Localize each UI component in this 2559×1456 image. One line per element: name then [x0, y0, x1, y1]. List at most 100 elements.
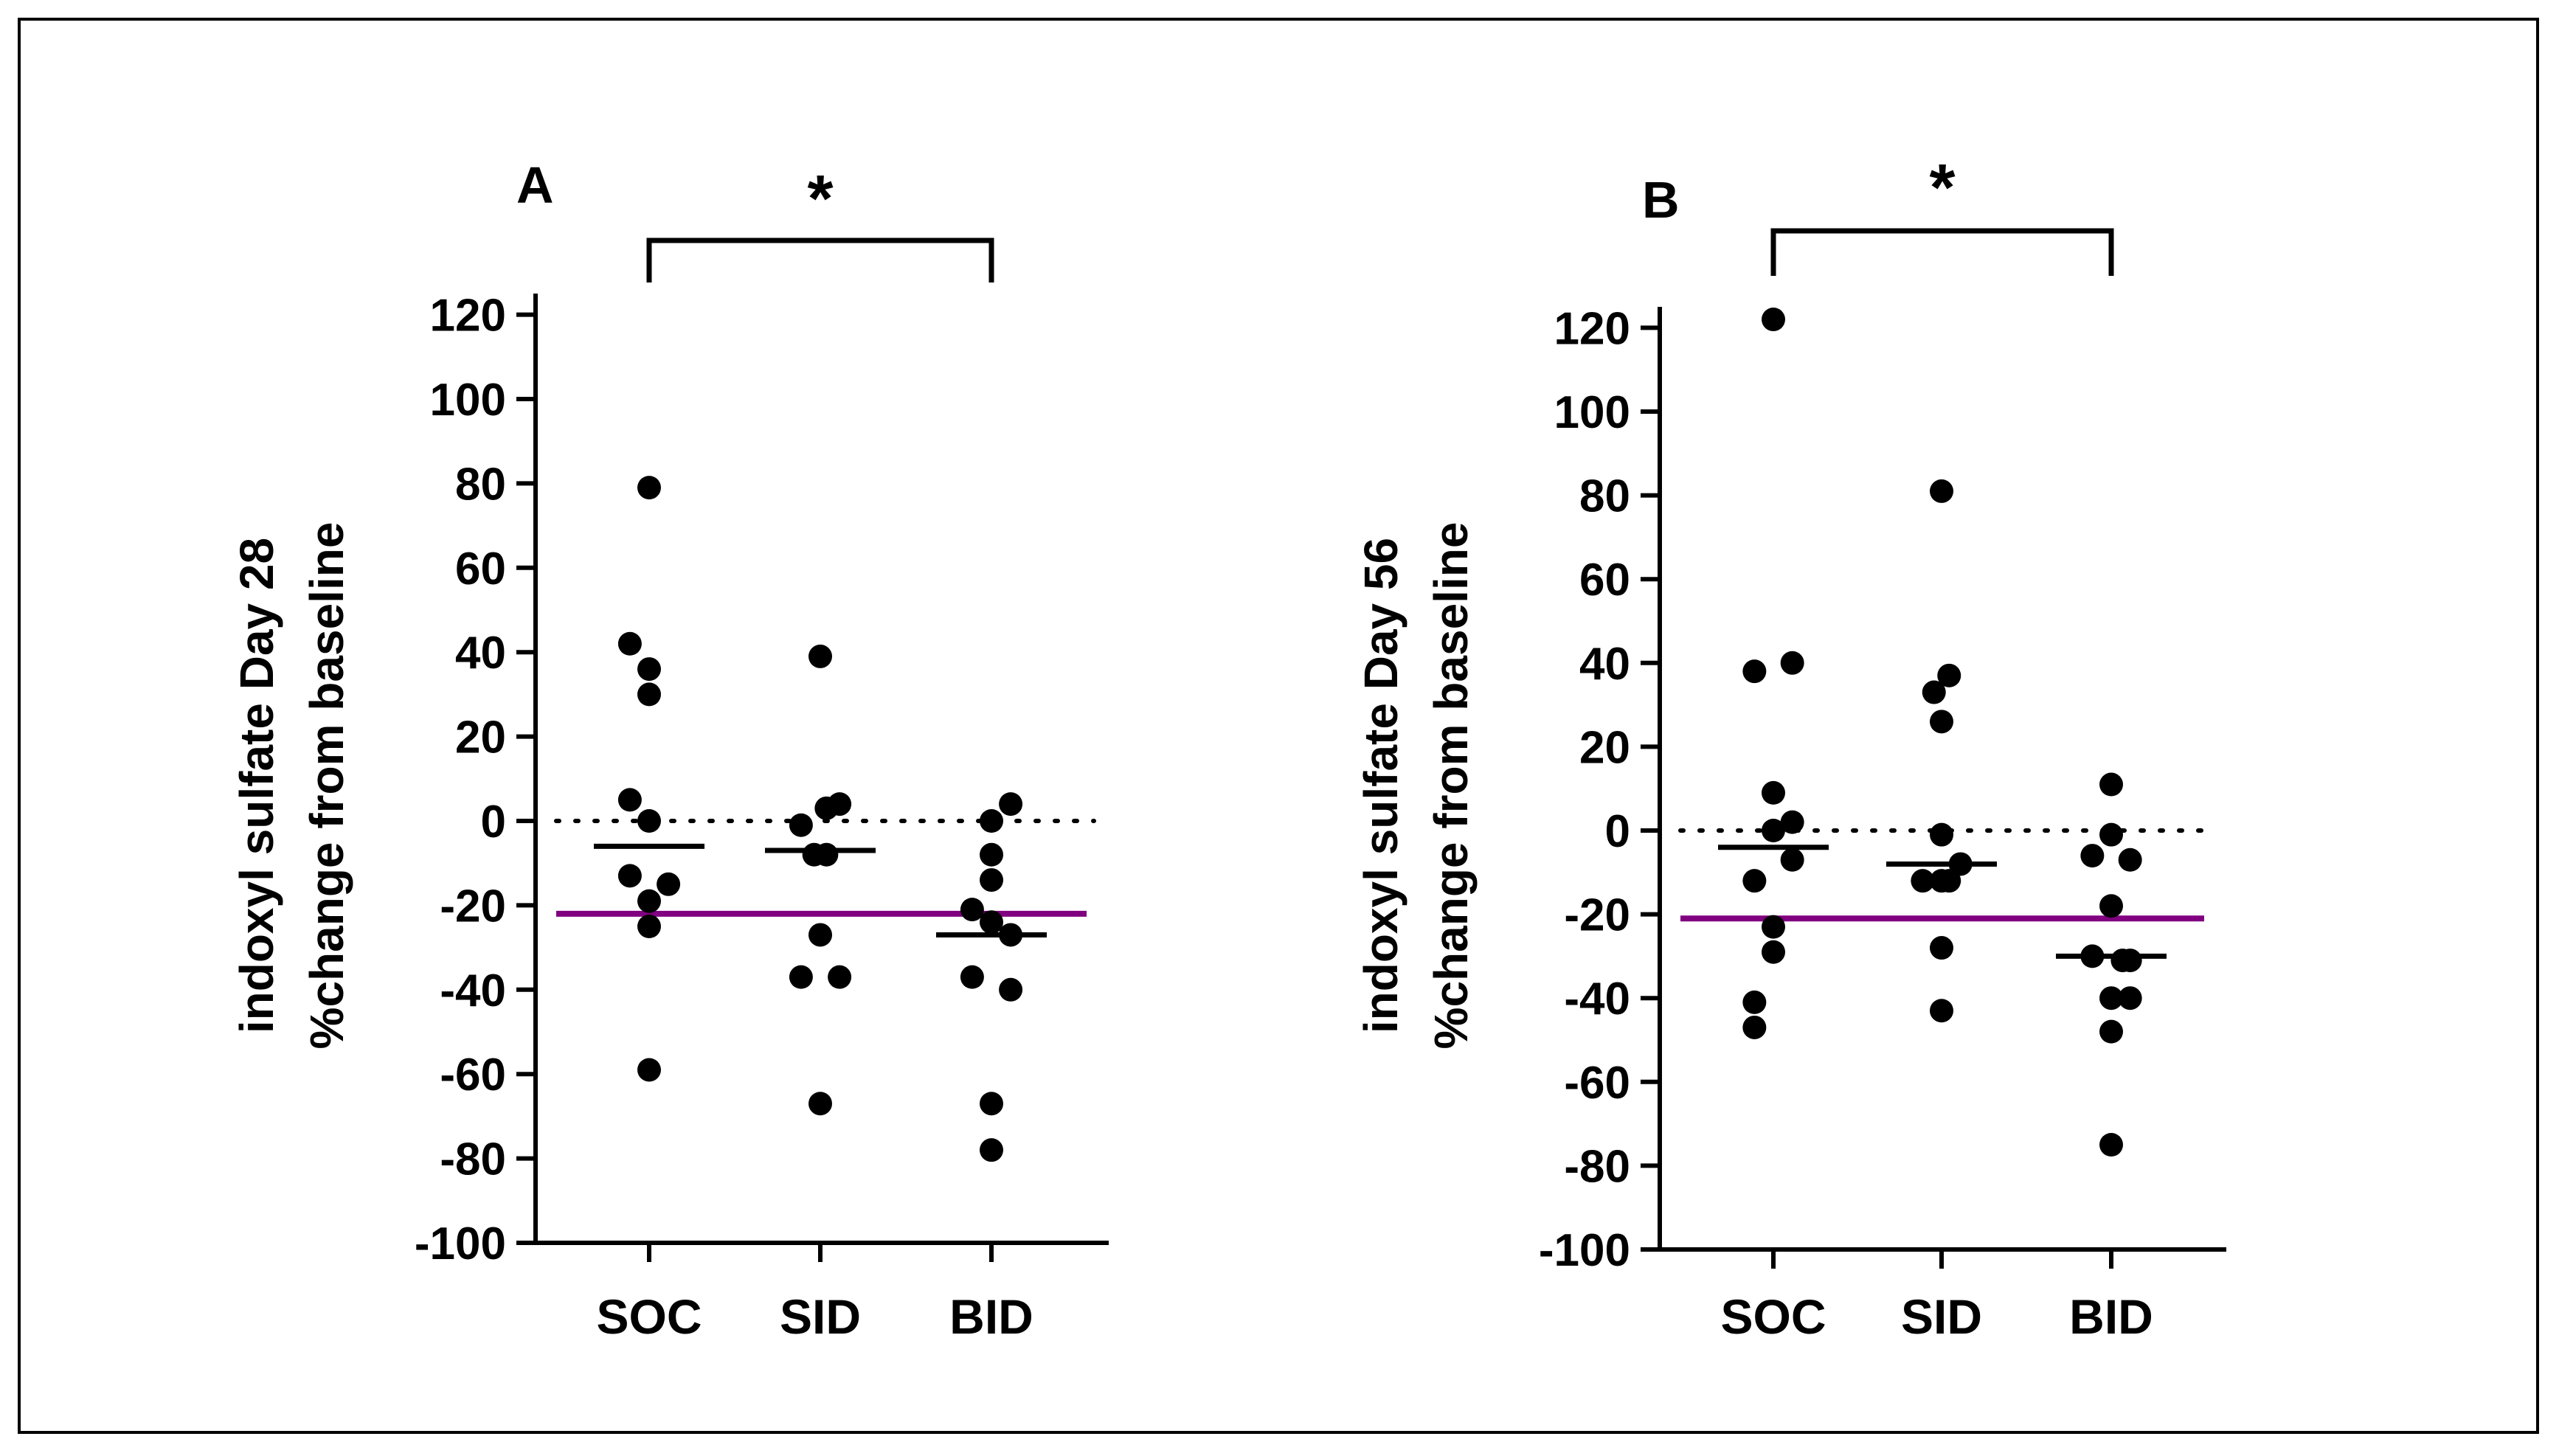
panel-a-significance-bracket	[646, 238, 994, 282]
panel-a-point-bid	[980, 809, 1003, 833]
panel-a-significance-star: *	[807, 162, 833, 236]
panel-b-point-sid	[1930, 822, 1953, 847]
panel-a-point-sid	[789, 813, 813, 837]
panel-a-point-bid	[980, 1092, 1003, 1116]
panel-b-category-label-sid: SID	[1901, 1289, 1982, 1344]
panel-a-ytick-label: 40	[455, 628, 506, 679]
panel-a-ytick-label: 0	[481, 797, 506, 847]
panel-a-point-bid	[980, 910, 1003, 935]
panel-a-point-soc	[657, 872, 681, 896]
panel-a-point-soc	[637, 1058, 661, 1082]
panel-b-point-bid	[2080, 844, 2105, 868]
panel-b-ytick-label: -40	[1564, 974, 1630, 1025]
panel-a-category-label-sid: SID	[780, 1289, 861, 1344]
panel-b-ylabel-line1: indoxyl sulfate Day 56	[1354, 538, 1407, 1033]
panel-b-point-bid	[2118, 986, 2142, 1010]
panel-a-point-sid	[808, 644, 832, 668]
panel-a-point-sid	[808, 923, 832, 947]
panel-b-point-bid	[2099, 822, 2123, 847]
panel-b-point-sid	[1911, 869, 1935, 893]
panel-b-point-soc	[1780, 810, 1804, 834]
panel-b-category-label-bid: BID	[2069, 1289, 2153, 1344]
panel-a-point-bid	[960, 898, 984, 922]
panel-a-point-bid	[960, 965, 984, 989]
panel-b-point-soc	[1742, 869, 1767, 893]
panel-a-category-label-bid: BID	[949, 1289, 1033, 1344]
panel-b-significance-bracket	[1770, 228, 2114, 276]
panel-a-point-soc	[617, 864, 642, 888]
panel-b: B indoxyl sulfate Day 56 %change from ba…	[1354, 151, 2226, 1344]
panel-a-ytick-label: 100	[430, 375, 506, 426]
panel-a-point-soc	[637, 889, 661, 913]
panel-b-point-soc	[1742, 1015, 1767, 1039]
panel-a-plot: 120 100 80 60 40 20 0 -20 -40 -60 -80 -100 SOC SID BID…	[415, 162, 1109, 1344]
panel-a-point-bid	[999, 977, 1023, 1002]
panel-a-point-sid	[808, 1092, 832, 1116]
panel-b-point-sid	[1930, 999, 1953, 1023]
figure-frame	[18, 18, 2539, 1434]
panel-b-point-bid	[2099, 772, 2123, 797]
panel-a-point-sid	[828, 965, 852, 989]
panel-a-point-soc	[637, 915, 661, 938]
panel-b-point-bid	[2099, 1019, 2123, 1044]
panel-a-point-bid	[980, 868, 1003, 892]
panel-b-ytick-label: 120	[1554, 303, 1630, 354]
panel-a-point-sid	[828, 792, 852, 817]
panel-a-ylabel: indoxyl sulfate Day 28 %change from base…	[230, 522, 353, 1050]
panel-a-ytick-label: 60	[455, 544, 506, 594]
panel-b-point-bid	[2110, 949, 2135, 973]
panel-a-ylabel-line2: %change from baseline	[300, 522, 353, 1050]
panel-b-point-soc	[1762, 308, 1785, 332]
panel-a-point-soc	[637, 476, 661, 500]
panel-a-ytick-label: 80	[455, 459, 506, 510]
panel-a-ylabel-line1: indoxyl sulfate Day 28	[230, 538, 283, 1033]
panel-a-ytick-label: 20	[455, 713, 506, 763]
panel-b-point-bid	[2099, 986, 2123, 1010]
panel-b-ytick-label: 100	[1554, 387, 1630, 438]
panel-b-ytick-label: 40	[1579, 639, 1630, 690]
panel-a-point-bid	[999, 792, 1023, 817]
panel-a-ytick-label: -60	[440, 1050, 506, 1100]
panel-b-ytick-label: 0	[1605, 806, 1630, 857]
panel-a-ytick-label: 120	[430, 291, 506, 342]
panel-b-point-soc	[1762, 819, 1785, 842]
panel-a-label: A	[516, 156, 554, 214]
panel-a-ytick-label: -40	[440, 966, 506, 1016]
panel-a-point-bid	[980, 1138, 1003, 1162]
panel-a: A indoxyl sulfate Day 28 %change from ba…	[230, 156, 1109, 1344]
panel-b-point-soc	[1780, 847, 1804, 872]
panel-b-point-bid	[2118, 847, 2142, 872]
panel-b-ytick-label: 80	[1579, 471, 1630, 522]
panel-b-point-soc	[1742, 659, 1767, 684]
panel-b-point-sid	[1930, 710, 1953, 734]
panel-a-point-soc	[637, 682, 661, 707]
panel-b-label: B	[1642, 171, 1680, 229]
panel-b-ytick-label: -80	[1564, 1141, 1630, 1192]
panel-a-point-sid	[789, 965, 813, 989]
panel-b-point-soc	[1762, 780, 1785, 805]
panel-b-point-sid	[1937, 869, 1961, 893]
panel-b-point-soc	[1780, 651, 1804, 675]
panel-b-ylabel: indoxyl sulfate Day 56 %change from base…	[1354, 522, 1478, 1050]
panel-a-ytick-label: -80	[440, 1134, 506, 1185]
panel-b-point-sid	[1930, 479, 1953, 503]
panel-b-ylabel-line2: %change from baseline	[1424, 522, 1478, 1050]
panel-b-point-soc	[1762, 940, 1785, 964]
panel-a-point-soc	[637, 657, 661, 682]
panel-a-ytick-label: -20	[440, 881, 506, 932]
panel-b-point-soc	[1742, 990, 1767, 1014]
panel-a-point-soc	[617, 788, 642, 812]
panel-a-point-soc	[617, 631, 642, 656]
panel-b-ytick-label: 20	[1579, 722, 1630, 773]
panel-b-point-bid	[2099, 1133, 2123, 1157]
panel-b-point-sid	[1937, 663, 1961, 687]
panel-a-point-sid	[802, 842, 826, 867]
panel-b-point-soc	[1762, 915, 1785, 939]
panel-b-point-sid	[1922, 680, 1946, 704]
panel-a-point-bid	[980, 842, 1003, 867]
panel-b-plot: 120 100 80 60 40 20 0 -20 -40 -60 -80 -100 SOC SID BID…	[1539, 151, 2226, 1344]
panel-a-category-label-soc: SOC	[596, 1289, 702, 1344]
panel-b-point-bid	[2099, 894, 2123, 918]
panel-b-ytick-label: -60	[1564, 1058, 1630, 1109]
